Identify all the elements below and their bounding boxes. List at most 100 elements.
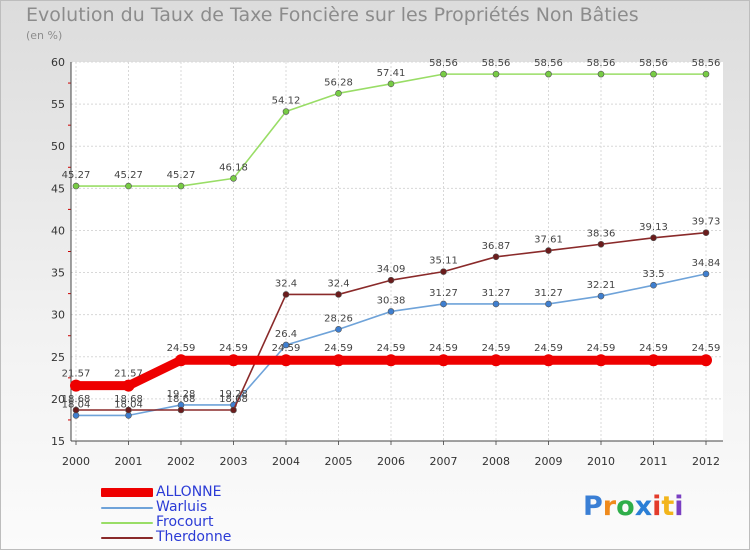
data-label-warluis: 18.04 <box>114 399 143 410</box>
point-allonne <box>437 354 450 367</box>
point-warluis <box>650 281 657 289</box>
point-therdonne <box>125 406 132 414</box>
data-label-frocourt: 56.28 <box>324 77 353 88</box>
point-frocourt <box>440 70 447 78</box>
legend-label-therdonne: Therdonne <box>156 529 232 545</box>
logo-letter: x <box>634 491 653 522</box>
data-label-therdonne: 38.36 <box>587 228 616 239</box>
plot-area <box>71 62 723 441</box>
data-label-frocourt: 58.56 <box>482 58 511 69</box>
legend-swatch-allonne <box>101 488 153 497</box>
data-label-warluis: 31.27 <box>429 288 458 299</box>
data-label-frocourt: 45.27 <box>167 170 196 181</box>
data-label-frocourt: 54.12 <box>272 96 301 107</box>
data-label-therdonne: 18.68 <box>114 394 143 405</box>
point-frocourt <box>282 108 290 115</box>
point-therdonne <box>72 406 80 414</box>
axis-layer: 15 20 25 30 35 40 45 50 55 60 2000 2001 2002 2003 2004… <box>51 56 723 468</box>
x-tick-label: 2002 <box>167 455 195 468</box>
data-label-warluis: 19.28 <box>167 389 196 400</box>
point-allonne <box>227 354 240 367</box>
point-allonne <box>70 379 82 392</box>
data-label-frocourt: 45.27 <box>114 170 143 181</box>
data-label-frocourt: 57.41 <box>377 68 406 79</box>
point-frocourt <box>597 70 605 78</box>
point-therdonne <box>387 276 395 284</box>
grid-layer <box>71 61 723 442</box>
legend-item-frocourt[interactable]: Frocourt <box>101 515 231 530</box>
data-label-allonne: 21.57 <box>62 369 91 380</box>
data-label-therdonne: 32.4 <box>327 278 349 289</box>
data-label-warluis: 34.84 <box>692 258 721 269</box>
data-label-therdonne: 39.73 <box>692 217 721 228</box>
data-label-allonne: 24.59 <box>482 343 511 354</box>
y-tick-label: 55 <box>51 98 65 111</box>
logo-letter: o <box>616 491 635 522</box>
point-warluis <box>492 300 500 308</box>
data-label-therdonne: 18.68 <box>219 394 248 405</box>
data-label-allonne: 24.59 <box>377 343 406 354</box>
point-warluis <box>282 341 290 349</box>
x-tick-label: 2003 <box>220 455 248 468</box>
point-frocourt <box>387 80 395 88</box>
x-tick-label: 2004 <box>272 455 300 468</box>
data-label-therdonne: 39.13 <box>639 222 668 233</box>
point-warluis <box>702 270 710 278</box>
series-layer <box>70 70 712 419</box>
point-frocourt <box>702 70 710 78</box>
x-tick-label: 2000 <box>62 455 90 468</box>
data-label-allonne: 24.59 <box>429 343 458 354</box>
point-warluis <box>597 292 605 300</box>
x-tick-label: 2009 <box>535 455 563 468</box>
point-therdonne <box>492 253 500 261</box>
point-therdonne <box>702 229 710 237</box>
point-therdonne <box>650 234 657 242</box>
legend-item-warluis[interactable]: Warluis <box>101 500 231 515</box>
point-frocourt <box>650 70 657 78</box>
legend-item-allonne[interactable]: ALLONNE <box>101 485 231 500</box>
data-label-therdonne: 34.09 <box>377 264 406 275</box>
data-label-warluis: 31.27 <box>534 288 563 299</box>
data-label-allonne: 24.59 <box>167 343 196 354</box>
data-label-frocourt: 58.56 <box>587 58 616 69</box>
y-tick-label: 60 <box>51 56 65 69</box>
logo-letter: P <box>583 491 603 522</box>
point-frocourt <box>177 182 185 190</box>
point-therdonne <box>335 291 342 298</box>
x-tick-label: 2007 <box>430 455 458 468</box>
y-tick-label: 45 <box>51 182 65 195</box>
data-label-warluis: 18.04 <box>62 399 91 410</box>
point-frocourt <box>335 90 342 97</box>
data-label-frocourt: 58.56 <box>534 58 563 69</box>
point-therdonne <box>597 240 605 248</box>
data-label-allonne: 24.59 <box>534 343 563 354</box>
y-tick-label: 40 <box>51 224 65 237</box>
logo-letter: i <box>674 491 684 522</box>
x-tick-label: 2006 <box>377 455 405 468</box>
data-label-therdonne: 18.68 <box>62 394 91 405</box>
data-label-allonne: 21.57 <box>114 369 143 380</box>
x-tick-label: 2008 <box>482 455 510 468</box>
legend-swatch-therdonne <box>101 536 153 539</box>
logo-letter: t <box>661 491 675 522</box>
data-label-warluis: 31.27 <box>482 288 511 299</box>
data-label-warluis: 28.26 <box>324 313 353 324</box>
point-allonne <box>280 354 292 367</box>
point-frocourt <box>72 182 80 190</box>
data-label-therdonne: 32.4 <box>275 278 297 289</box>
data-label-allonne: 24.59 <box>587 343 616 354</box>
point-frocourt <box>545 70 552 78</box>
data-label-allonne: 24.59 <box>324 343 353 354</box>
point-warluis <box>387 308 395 315</box>
x-tick-label: 2010 <box>587 455 615 468</box>
data-label-frocourt: 46.18 <box>219 162 248 173</box>
y-tick-label: 35 <box>51 267 65 280</box>
legend-item-therdonne[interactable]: Therdonne <box>101 530 231 545</box>
point-warluis <box>440 300 447 308</box>
x-tick-label: 2012 <box>692 455 720 468</box>
y-tick-label: 30 <box>51 309 65 322</box>
data-label-frocourt: 58.56 <box>429 58 458 69</box>
point-allonne <box>332 354 345 367</box>
label-layer: 21.57 21.57 24.59 24.59 24.59 24.59 24.59 24.59… <box>62 58 721 410</box>
